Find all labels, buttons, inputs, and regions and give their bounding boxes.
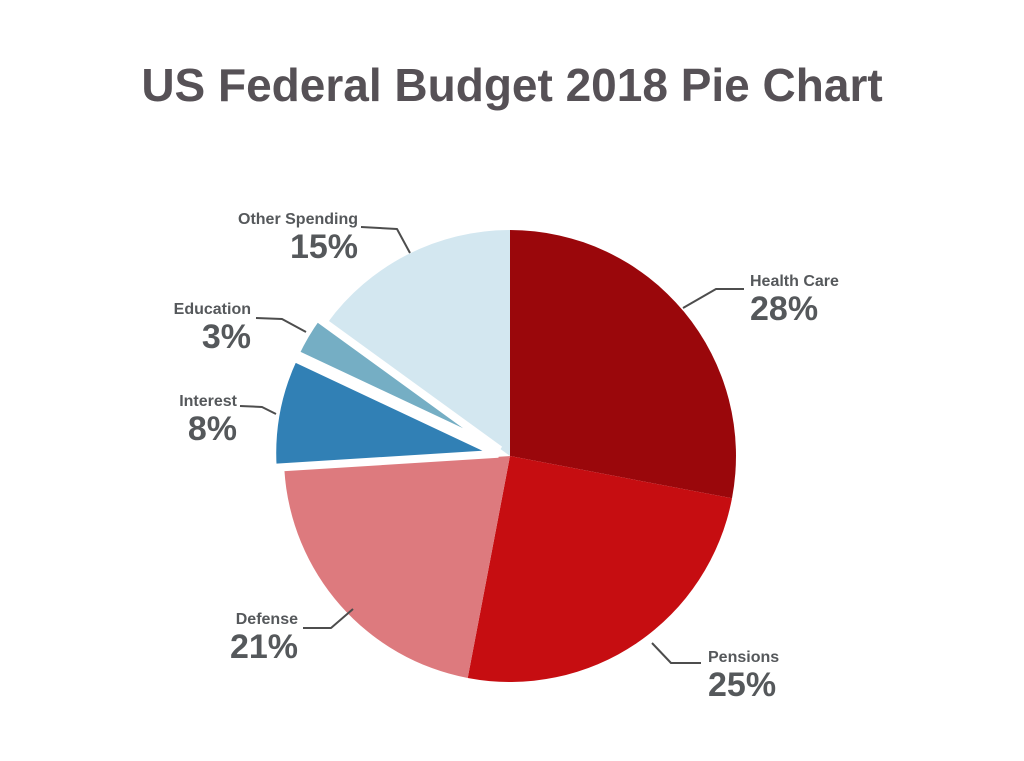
- slice-name-defense: Defense: [235, 611, 298, 628]
- leader-line-pensions: [651, 642, 701, 664]
- pie-slice-other-spending: [327, 230, 510, 456]
- slice-name-other-spending: Other Spending: [238, 211, 358, 228]
- slice-percent-other-spending: 15%: [289, 228, 358, 266]
- pie-slices-group: [268, 230, 736, 682]
- label-defense: Defense 21%: [230, 611, 298, 666]
- label-pensions: Pensions 25%: [708, 649, 779, 704]
- slice-name-pensions: Pensions: [708, 649, 780, 666]
- leader-line-other-spending: [360, 226, 411, 254]
- slice-percent-education: 3%: [201, 318, 251, 356]
- leader-line-education: [255, 317, 307, 333]
- chart-title: US Federal Budget 2018 Pie Chart: [141, 59, 883, 111]
- slice-percent-interest: 8%: [187, 410, 237, 448]
- pie-slice-pensions: [467, 456, 732, 682]
- pie-slice-defense: [284, 456, 510, 678]
- label-interest: Interest 8%: [179, 393, 237, 448]
- label-health-care: Health Care 28%: [750, 273, 839, 328]
- leader-line-defense: [303, 608, 354, 629]
- pie-slice-interest: [268, 352, 500, 473]
- pie-slice-health-care: [510, 230, 736, 499]
- leader-line-health-care: [682, 288, 744, 309]
- slice-name-health-care: Health Care: [750, 273, 839, 290]
- label-education: Education 3%: [174, 301, 251, 356]
- slice-name-interest: Interest: [179, 393, 237, 410]
- slice-percent-health-care: 28%: [750, 290, 819, 328]
- slice-percent-pensions: 25%: [708, 666, 777, 704]
- pie-slice-education: [289, 311, 503, 454]
- leader-lines-group: [239, 226, 744, 664]
- slice-name-education: Education: [173, 301, 251, 318]
- leader-line-interest: [239, 405, 277, 415]
- label-other-spending: Other Spending 15%: [238, 211, 358, 266]
- slice-percent-defense: 21%: [229, 628, 298, 666]
